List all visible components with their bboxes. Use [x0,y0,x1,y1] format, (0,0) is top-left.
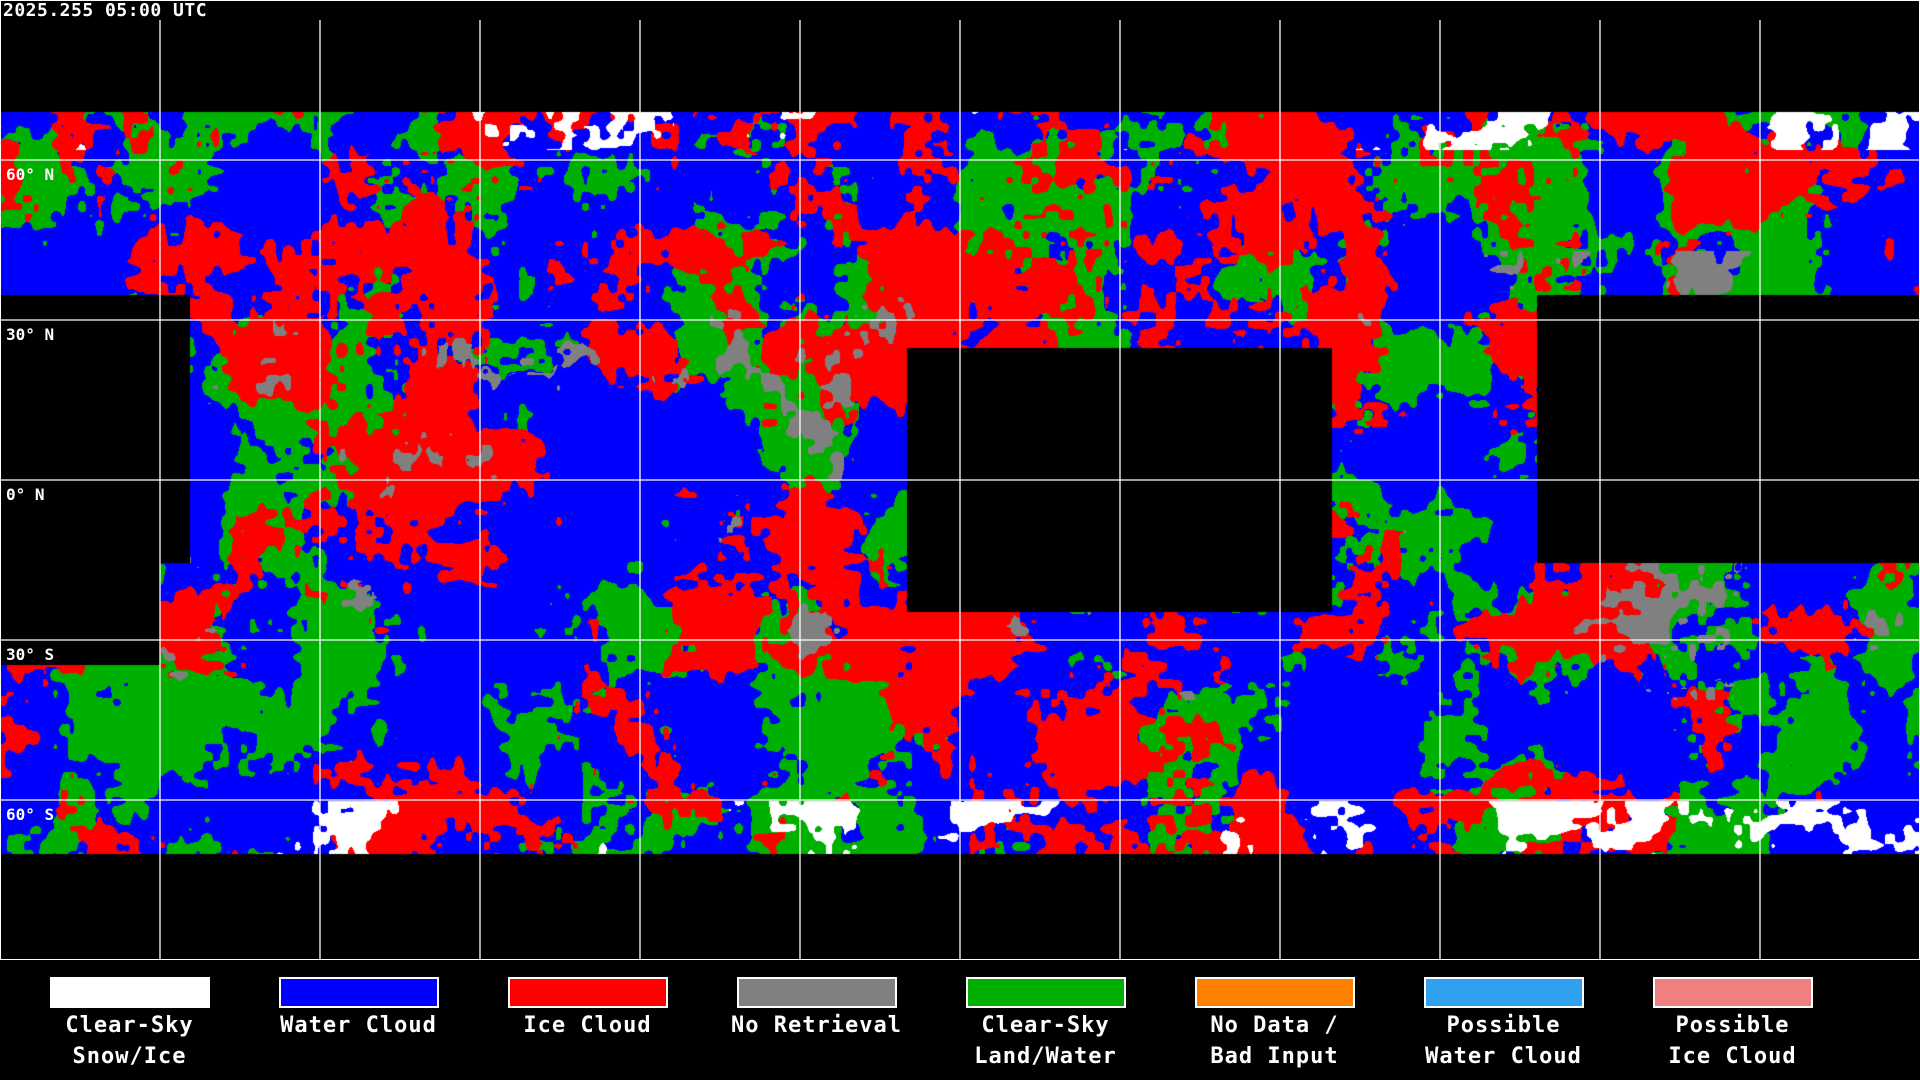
legend-item-ice-cloud: Ice Cloud [473,977,702,1041]
legend-swatch [1652,977,1813,1008]
lat-label-60s: 60° S [6,805,55,824]
legend-swatch [1194,977,1355,1008]
legend-swatch [1423,977,1584,1008]
lat-label-30s: 30° S [6,645,55,664]
legend-item-water-cloud: Water Cloud [244,977,473,1041]
legend-label: Ice Cloud [523,1013,652,1038]
legend-item-no-data-bad-input: No Data / Bad Input [1160,977,1389,1072]
legend-label: Possible Ice Cloud [1668,1013,1797,1069]
legend-label: Water Cloud [280,1013,437,1038]
legend-swatch [965,977,1126,1008]
graticule [0,0,1920,960]
legend-swatch [49,977,210,1008]
legend-item-clear-sky-snow-ice: Clear-Sky Snow/Ice [15,977,244,1072]
timestamp: 2025.255 05:00 UTC [3,0,208,21]
cloud-phase-map: 2025.255 05:00 UTC 60° N 30° N 0° N 30° … [0,0,1920,960]
legend-label: Clear-Sky Land/Water [974,1013,1117,1069]
lat-label-0n: 0° N [6,485,45,504]
legend-item-possible-ice-cloud: Possible Ice Cloud [1618,977,1847,1072]
legend-item-clear-sky-land-water: Clear-Sky Land/Water [931,977,1160,1072]
legend-swatch [736,977,897,1008]
lat-label-30n: 30° N [6,325,55,344]
legend-label: No Retrieval [731,1013,902,1038]
lat-label-60n: 60° N [6,165,55,184]
legend-swatch [507,977,668,1008]
legend-item-no-retrieval: No Retrieval [702,977,931,1041]
legend-swatch [278,977,439,1008]
legend-label: Clear-Sky Snow/Ice [65,1013,194,1069]
legend-label: No Data / Bad Input [1210,1013,1339,1069]
legend-item-possible-water-cloud: Possible Water Cloud [1389,977,1618,1072]
legend: Clear-Sky Snow/Ice Water Cloud Ice Cloud … [0,960,1920,1080]
legend-label: Possible Water Cloud [1425,1013,1582,1069]
